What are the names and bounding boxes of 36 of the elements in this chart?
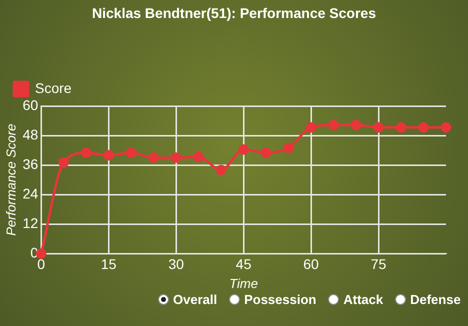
- point: [170, 152, 182, 163]
- point: [373, 122, 384, 133]
- chart-title: Nicklas Bendtner(51): Performance Scores: [91, 5, 377, 21]
- point: [216, 164, 226, 176]
- point: [80, 147, 92, 158]
- x-axis-title: Time: [229, 276, 258, 291]
- y-axis-title: Performance Score: [3, 124, 18, 236]
- y-tick-label: 36: [22, 156, 38, 172]
- point: [58, 157, 69, 168]
- x-tick-label: 30: [168, 256, 184, 272]
- point: [193, 152, 204, 162]
- point: [126, 147, 136, 158]
- legend-label: Score: [35, 80, 72, 96]
- point: [396, 122, 406, 133]
- text: Defense: [410, 292, 461, 307]
- text: Overall: [173, 292, 218, 307]
- x-tick-label: 15: [100, 256, 117, 272]
- point: [350, 120, 362, 130]
- point: [238, 144, 249, 155]
- point: [418, 122, 429, 133]
- x-tick-label: 60: [303, 256, 320, 272]
- point: [306, 122, 316, 133]
- x-tick-label: 75: [370, 256, 387, 272]
- point: [148, 152, 159, 163]
- x-tick-label: 45: [236, 256, 252, 272]
- point: [260, 147, 272, 158]
- text: Possession: [244, 292, 316, 307]
- y-tick-label: 60: [22, 96, 38, 113]
- y-tick-label: 12: [22, 214, 38, 231]
- point: [103, 150, 114, 160]
- point: [328, 120, 339, 130]
- y-tick-label: 24: [22, 185, 38, 202]
- text: Attack: [343, 292, 384, 307]
- y-tick-label: 48: [22, 126, 38, 142]
- point: [283, 142, 294, 154]
- point: [440, 122, 452, 133]
